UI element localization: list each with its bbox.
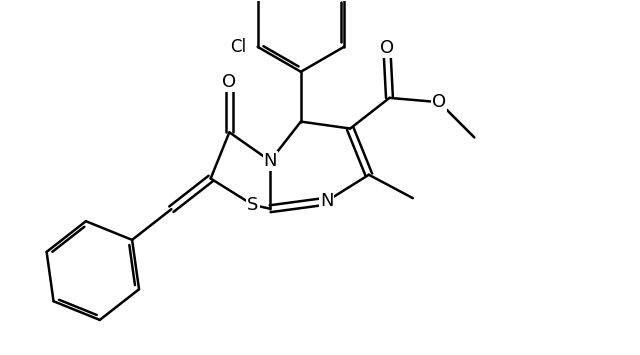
Text: O: O (380, 39, 394, 57)
Text: O: O (432, 93, 446, 111)
Text: S: S (247, 196, 259, 214)
Text: O: O (222, 73, 236, 92)
Text: N: N (320, 192, 333, 210)
Text: N: N (264, 152, 277, 170)
Text: Cl: Cl (230, 38, 246, 56)
